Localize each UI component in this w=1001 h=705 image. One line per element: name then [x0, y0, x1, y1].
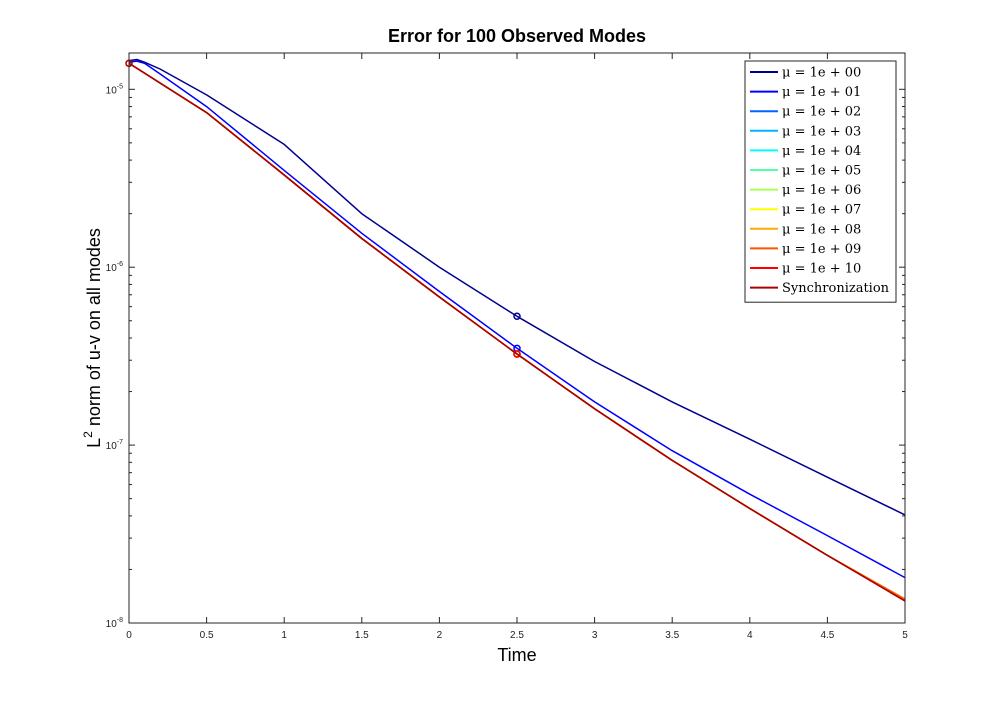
x-tick-label: 5 — [902, 630, 908, 641]
legend-label: μ = 1e + 05 — [782, 164, 861, 179]
y-axis-label-superscript: 2 — [81, 431, 95, 438]
y-axis-label: L2 norm of u-v on all modes — [81, 228, 104, 448]
series-line — [128, 60, 906, 579]
x-tick-label: 4.5 — [820, 630, 834, 641]
series-line — [128, 58, 906, 516]
legend-box — [744, 60, 897, 303]
legend-label: μ = 1e + 04 — [782, 144, 861, 159]
x-tick-label: 3 — [592, 630, 598, 641]
legend-label: μ = 1e + 03 — [782, 124, 861, 139]
x-tick-label: 1 — [281, 630, 287, 641]
y-axis-label-rest: norm of u-v on all modes — [84, 228, 104, 431]
legend-label: μ = 1e + 02 — [782, 105, 861, 120]
x-axis-label: Time — [497, 645, 536, 665]
legend-label: μ = 1e + 08 — [782, 222, 861, 237]
series-marker — [513, 350, 521, 358]
y-tick-label: 10-8 — [106, 617, 123, 630]
x-tick-label: 2 — [437, 630, 443, 641]
x-tick-label: 2.5 — [510, 630, 524, 641]
x-tick-label: 3.5 — [665, 630, 679, 641]
chart-title: Error for 100 Observed Modes — [388, 26, 646, 46]
legend-label: μ = 1e + 09 — [782, 242, 861, 257]
plot-area — [125, 58, 906, 602]
legend: μ = 1e + 00 μ = 1e + 01 μ = 1e + 02 μ = 1e … — [744, 60, 897, 303]
x-tick-label: 0.5 — [200, 630, 214, 641]
series-marker — [513, 312, 521, 321]
y-tick-label: 10-5 — [106, 83, 123, 96]
x-axis: 0 0.5 1 1.5 2 2.5 3 3.5 4 4.5 5 — [126, 53, 908, 641]
y-axis: 10-8 10-7 10-6 10-5 — [106, 83, 905, 630]
y-tick-label: 10-7 — [106, 439, 123, 452]
x-tick-label: 4 — [747, 630, 753, 641]
legend-label: Synchronization — [782, 281, 890, 296]
x-tick-label: 1.5 — [355, 630, 369, 641]
legend-label: μ = 1e + 01 — [782, 85, 861, 100]
y-axis-label-main: L — [84, 438, 104, 448]
y-tick-label: 10-6 — [106, 261, 123, 274]
legend-label: μ = 1e + 06 — [782, 183, 861, 198]
legend-label: μ = 1e + 00 — [782, 66, 861, 81]
series-line — [128, 62, 906, 602]
legend-label: μ = 1e + 10 — [782, 262, 861, 277]
x-tick-label: 0 — [126, 630, 132, 641]
legend-label: μ = 1e + 07 — [782, 203, 861, 218]
